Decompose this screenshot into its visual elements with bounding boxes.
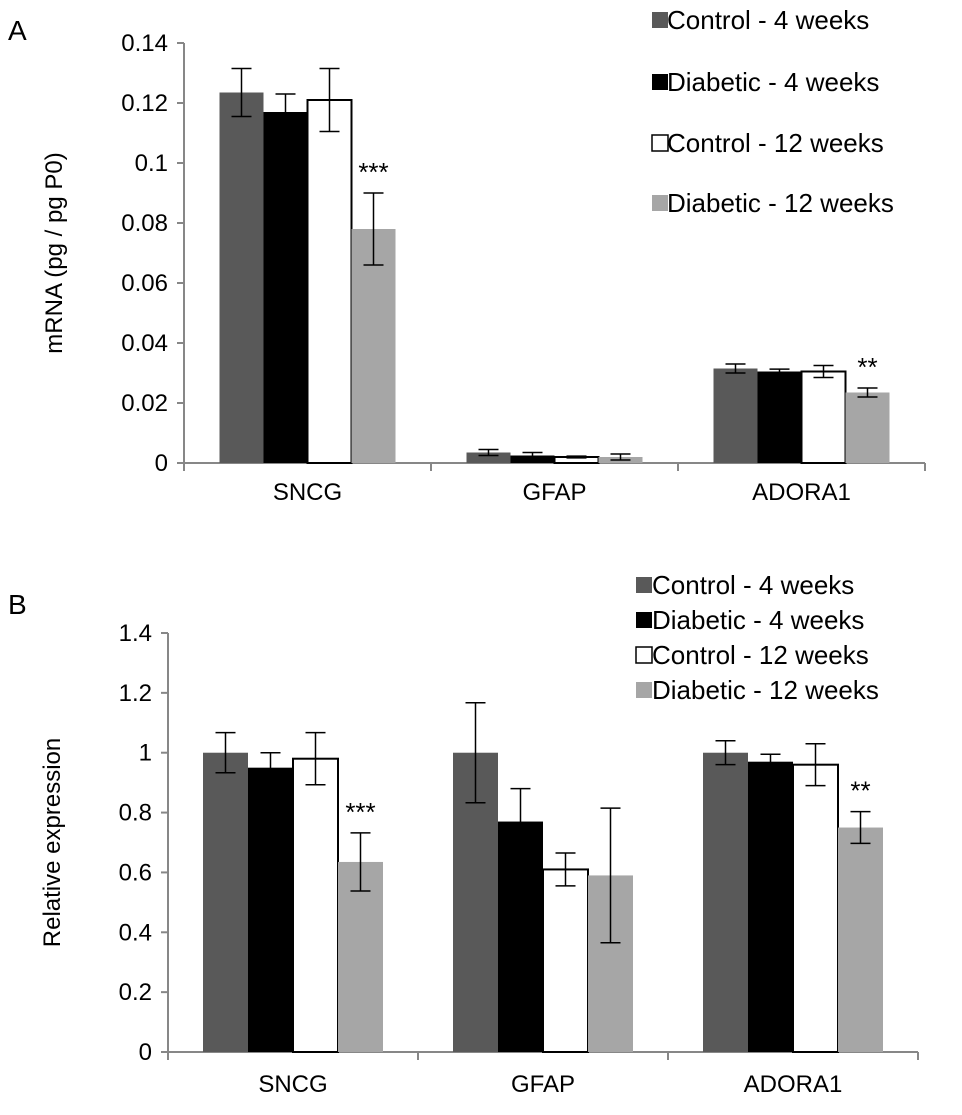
legend-label: Diabetic - 4 weeks <box>652 605 864 635</box>
bar-control-12-weeks-sncg <box>306 99 353 464</box>
legend-label: Control - 12 weeks <box>652 640 869 670</box>
bar-diabetic-12-weeks-sncg <box>338 861 383 1052</box>
bar-diabetic-4-weeks-sncg <box>263 112 308 463</box>
y-tick-label: 0.6 <box>119 859 152 886</box>
legend-swatch <box>635 646 653 664</box>
y-tick-label: 0.2 <box>119 979 152 1006</box>
y-tick-label: 0.4 <box>119 919 152 946</box>
y-tick-label: 1.4 <box>119 620 152 647</box>
y-tick-label: 0.08 <box>121 210 168 237</box>
significance-marker: ** <box>857 352 877 382</box>
x-category-label: ADORA1 <box>744 1071 843 1098</box>
legend-swatch <box>652 74 668 90</box>
legend-label: Control - 12 weeks <box>667 128 884 158</box>
legend-swatch <box>636 577 652 593</box>
bar-diabetic-4-weeks-gfap <box>498 821 543 1052</box>
chart-panel-a: 0 0.02 0.04 0.06 0.08 0.1 0.12 0.14 mRNA (pg / p… <box>41 5 926 506</box>
y-tick-label: 1 <box>139 740 152 767</box>
x-category-label: SNCG <box>258 1071 327 1098</box>
x-category-label: SNCG <box>273 479 342 506</box>
y-tick-label: 0.12 <box>121 90 168 117</box>
legend-label: Diabetic - 12 weeks <box>652 675 879 705</box>
bar-control-12-weeks-adora1 <box>800 370 847 464</box>
chart-panel-b: 0 0.2 0.4 0.6 0.8 1 1.2 1.4 Relative expression S… <box>39 570 919 1098</box>
y-tick-label: 0.04 <box>121 330 168 357</box>
y-tick-label: 0 <box>139 1039 152 1066</box>
y-tick-label: 0.1 <box>135 150 168 177</box>
x-category-label: GFAP <box>522 479 586 506</box>
legend: Control - 4 weeks Diabetic - 4 weeks Contr… <box>651 5 894 218</box>
bar-diabetic-4-weeks-sncg <box>248 767 293 1052</box>
bar-diabetic-12-weeks-sncg <box>351 229 396 463</box>
legend-swatch <box>636 682 652 698</box>
y-tick-label: 0.06 <box>121 270 168 297</box>
legend-label: Control - 4 weeks <box>667 5 869 35</box>
bar-control-4-weeks-adora1 <box>703 752 748 1052</box>
bar-diabetic-12-weeks-adora1 <box>838 827 883 1052</box>
bar-diabetic-4-weeks-adora1 <box>757 371 802 463</box>
bar-control-12-weeks-adora1 <box>792 763 839 1054</box>
legend-swatch <box>652 12 668 28</box>
y-tick-label: 0.14 <box>121 30 168 57</box>
y-tick-label: 0.8 <box>119 800 152 827</box>
significance-marker: *** <box>358 157 388 187</box>
legend-label: Diabetic - 4 weeks <box>667 67 879 97</box>
bar-control-4-weeks-adora1 <box>713 368 758 463</box>
y-tick-label: 1.2 <box>119 680 152 707</box>
bar-control-4-weeks-sncg <box>219 92 264 463</box>
bar-diabetic-4-weeks-adora1 <box>748 761 793 1052</box>
legend-swatch <box>651 134 669 152</box>
x-category-label: GFAP <box>511 1071 575 1098</box>
legend-swatch <box>636 612 652 628</box>
significance-marker: ** <box>850 776 870 806</box>
bar-control-12-weeks-gfap <box>542 868 589 1054</box>
y-axis-label: mRNA (pg / pg P0) <box>41 152 68 353</box>
legend: Control - 4 weeks Diabetic - 4 weeks Contr… <box>635 570 879 705</box>
legend-label: Diabetic - 12 weeks <box>667 188 894 218</box>
bar-diabetic-12-weeks-adora1 <box>845 392 890 463</box>
bar-control-12-weeks-sncg <box>292 757 339 1053</box>
bar-control-4-weeks-gfap <box>466 452 511 463</box>
legend-label: Control - 4 weeks <box>652 570 854 600</box>
bar-control-4-weeks-sncg <box>203 752 248 1052</box>
y-tick-label: 0 <box>155 450 168 477</box>
significance-marker: *** <box>345 797 375 827</box>
y-tick-label: 0.02 <box>121 390 168 417</box>
y-axis-label: Relative expression <box>39 738 66 947</box>
panel-label-a: A <box>8 15 27 46</box>
x-category-label: ADORA1 <box>752 479 851 506</box>
legend-swatch <box>652 195 668 211</box>
panel-label-b: B <box>8 589 27 620</box>
